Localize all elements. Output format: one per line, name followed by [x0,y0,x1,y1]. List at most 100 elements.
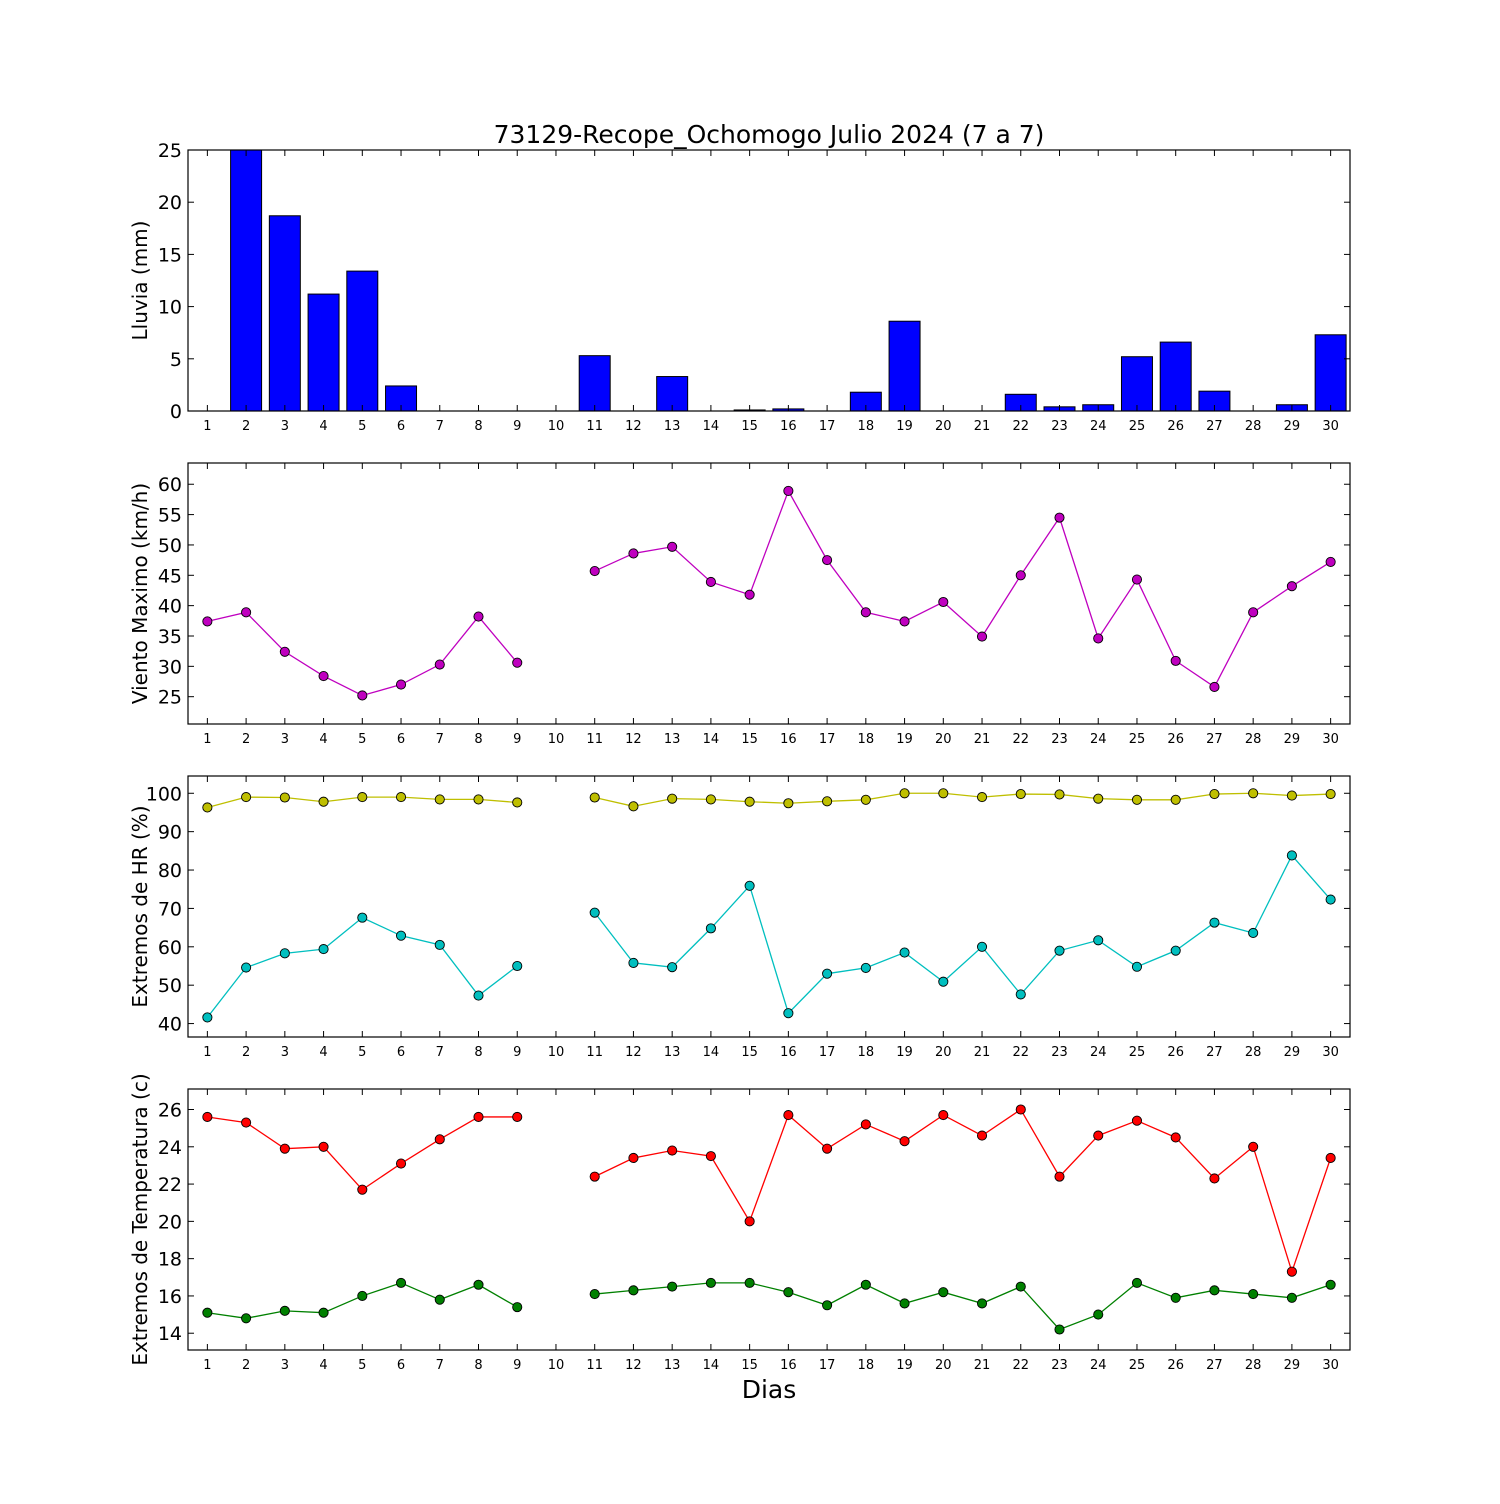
x-tick-label: 20 [935,732,952,747]
x-tick-label: 30 [1322,732,1339,747]
bar [888,320,921,412]
data-point [1170,655,1181,666]
y-tick-label: 0 [170,401,182,423]
data-point [1015,570,1026,581]
y-tick-label: 50 [158,975,182,997]
bar [1120,356,1153,412]
y-tick-label: 10 [158,297,182,319]
x-tick-label: 23 [1051,419,1068,434]
x-tick-label: 18 [858,732,875,747]
data-point [1093,633,1104,644]
x-tick-label: 10 [548,732,565,747]
data-point [1248,788,1259,799]
data-point [705,1277,716,1288]
y-tick-label: 24 [158,1137,182,1159]
data-point [357,690,368,701]
data-point [1093,935,1104,946]
x-tick-label: 10 [548,419,565,434]
data-point [1170,1292,1181,1303]
data-point [1325,788,1336,800]
x-tick-label: 6 [397,732,405,747]
x-tick-label: 20 [935,419,952,434]
x-tick-label: 18 [858,419,875,434]
y-tick-label: 100 [146,783,182,805]
x-tick-label: 1 [203,1045,211,1060]
x-tick-label: 8 [474,1358,482,1373]
data-point [279,1143,290,1154]
x-tick-label: 15 [741,1358,758,1373]
data-point [512,960,523,972]
x-tick-label: 1 [203,1358,211,1373]
data-point [899,947,910,958]
x-tick-label: 8 [474,732,482,747]
data-point [1170,945,1181,956]
data-point [667,962,678,973]
x-tick-label: 4 [319,419,327,434]
data-point [473,990,484,1001]
data-point [667,793,678,804]
data-point [1015,989,1026,1000]
x-tick-label: 12 [625,1045,642,1060]
x-tick-label: 3 [281,1358,289,1373]
data-point [1131,1115,1143,1126]
data-point [1325,556,1336,567]
data-point [473,794,484,805]
x-tick-label: 6 [397,419,405,434]
data-point [1209,788,1220,800]
bar [307,293,340,412]
x-tick-label: 25 [1129,419,1146,434]
x-tick-label: 6 [397,1358,405,1373]
data-point [395,679,407,690]
data-point [860,962,871,973]
data-point [434,1294,445,1305]
x-tick-label: 29 [1284,419,1301,434]
x-tick-label: 21 [974,1358,991,1373]
y-tick-label: 5 [170,349,182,371]
data-point [1054,1171,1065,1182]
data-point [744,589,755,600]
x-tick-label: 24 [1090,1358,1107,1373]
x-tick-label: 14 [703,1045,720,1060]
data-point [705,923,716,934]
x-tick-label: 13 [664,1045,681,1060]
data-point [1325,1152,1336,1164]
data-point [1286,850,1297,861]
data-point [899,616,910,627]
x-tick-label: 28 [1245,419,1262,434]
data-point [434,794,445,805]
y-tick-label: 45 [158,565,182,587]
x-tick-label: 17 [819,1045,836,1060]
x-tick-label: 16 [780,419,797,434]
data-point [395,1277,407,1288]
data-point [589,1171,600,1182]
x-tick-label: 10 [548,1358,565,1373]
x-tick-label: 20 [935,1045,952,1060]
x-tick-label: 12 [625,419,642,434]
data-point [783,1110,794,1121]
data-point [1054,1324,1065,1335]
data-point [512,1302,523,1313]
x-tick-label: 13 [664,419,681,434]
x-tick-label: 11 [586,419,603,434]
data-point [1286,790,1297,801]
y-tick-label: 50 [158,535,182,557]
data-point [976,941,988,952]
bar [346,270,379,412]
x-tick-label: 16 [780,1358,797,1373]
data-point [318,944,329,955]
x-tick-label: 19 [896,1358,913,1373]
x-tick-label: 5 [358,732,366,747]
data-point [1131,794,1143,805]
x-tick-label: 23 [1051,732,1068,747]
data-point [667,541,678,552]
x-tick-label: 4 [319,732,327,747]
data-point [1325,1279,1336,1290]
data-point [705,576,716,588]
x-tick-label: 10 [548,1045,565,1060]
data-point [628,801,639,812]
x-tick-label: 19 [896,1045,913,1060]
data-point [473,611,484,622]
x-tick-label: 1 [203,419,211,434]
data-point [860,1279,871,1290]
